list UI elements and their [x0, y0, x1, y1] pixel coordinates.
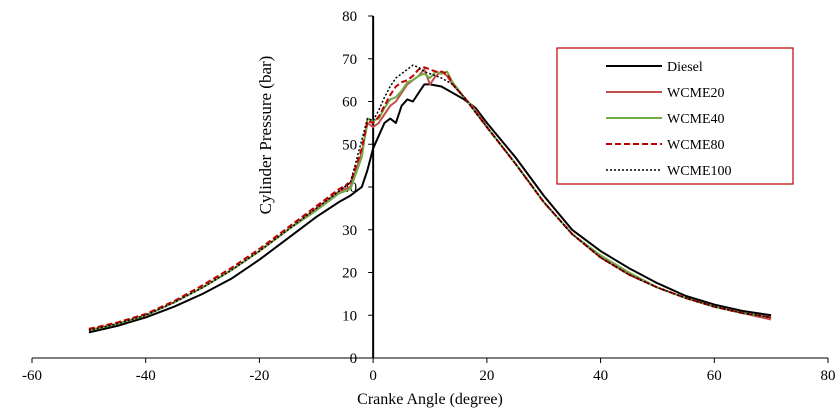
- series-line-wcme100: [88, 64, 772, 331]
- y-tick-label: 70: [342, 52, 357, 68]
- x-tick-label: -20: [249, 368, 269, 384]
- legend-label-wcme80: WCME80: [667, 138, 725, 153]
- legend-label-wcme20: WCME20: [667, 86, 725, 101]
- x-tick-label: 20: [479, 368, 494, 384]
- x-tick-label: 40: [593, 368, 608, 384]
- y-tick-label: 20: [342, 266, 357, 282]
- y-tick-label: 30: [342, 223, 357, 239]
- y-tick-label: 60: [342, 95, 357, 111]
- legend-box: [556, 47, 794, 185]
- x-tick-label: 0: [369, 368, 377, 384]
- plot-series: [88, 64, 772, 334]
- x-tick-label: 60: [707, 368, 722, 384]
- series-line-wcme80: [88, 66, 772, 330]
- y-tick-label: 0: [350, 351, 358, 367]
- x-tick-label: -60: [22, 368, 42, 384]
- x-axis-label: Cranke Angle (degree): [357, 391, 503, 408]
- legend-label-wcme40: WCME40: [667, 112, 725, 127]
- y-tick-label: 10: [342, 308, 357, 324]
- legend-label-diesel: Diesel: [667, 60, 703, 75]
- y-tick-label: 80: [342, 9, 357, 25]
- y-axis-label: Cylinder Pressure (bar): [256, 56, 275, 215]
- legend-label-wcme100: WCME100: [667, 164, 732, 179]
- x-tick-label: -40: [136, 368, 156, 384]
- y-tick-label: 50: [342, 137, 357, 153]
- x-tick-label: 80: [821, 368, 836, 384]
- legend: Diesel WCME20 WCME40 WCME80 WCME100: [556, 47, 794, 185]
- series-line-diesel: [88, 83, 772, 334]
